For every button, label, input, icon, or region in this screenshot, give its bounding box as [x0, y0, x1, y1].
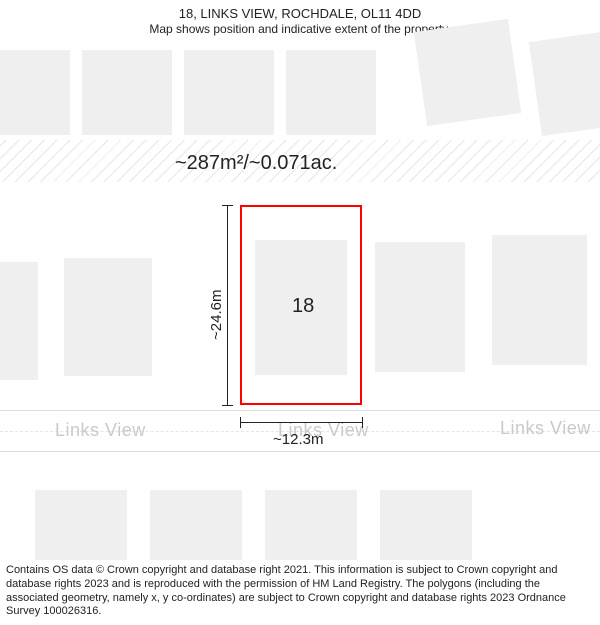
- plot-top-5: [529, 29, 600, 136]
- plot-top-3: [286, 50, 376, 135]
- dim-line-vertical: [227, 205, 228, 405]
- plot-top-0: [0, 50, 70, 135]
- plot-bottom-1: [150, 490, 242, 570]
- area-label: ~287m²/~0.071ac.: [175, 152, 337, 175]
- road-label-2: Links View: [500, 418, 591, 439]
- plot-mid-2: [375, 242, 465, 372]
- plot-top-1: [82, 50, 172, 135]
- plot-bottom-2: [265, 490, 357, 570]
- plot-mid-1: [64, 258, 152, 376]
- header: 18, LINKS VIEW, ROCHDALE, OL11 4DD Map s…: [0, 0, 600, 38]
- copyright-footer: Contains OS data © Crown copyright and d…: [0, 560, 600, 625]
- dim-tick-h-left: [240, 417, 241, 428]
- house-number: 18: [292, 295, 314, 318]
- plot-top-2: [184, 50, 274, 135]
- plot-top-4: [414, 19, 521, 126]
- plot-mid-3: [492, 235, 587, 365]
- plot-bottom-3: [380, 490, 472, 570]
- dim-tick-h-right: [362, 417, 363, 428]
- plot-bottom-0: [35, 490, 127, 570]
- plot-mid-0: [0, 262, 38, 380]
- road-label-0: Links View: [55, 420, 146, 441]
- dim-label-height: ~24.6m: [208, 290, 225, 340]
- property-map: Links ViewLinks ViewLinks View~287m²/~0.…: [0, 40, 600, 525]
- dim-tick-v-top: [222, 205, 233, 206]
- dim-line-horizontal: [240, 422, 362, 423]
- dim-tick-v-bot: [222, 405, 233, 406]
- page-title: 18, LINKS VIEW, ROCHDALE, OL11 4DD: [0, 6, 600, 21]
- dim-label-width: ~12.3m: [273, 431, 323, 448]
